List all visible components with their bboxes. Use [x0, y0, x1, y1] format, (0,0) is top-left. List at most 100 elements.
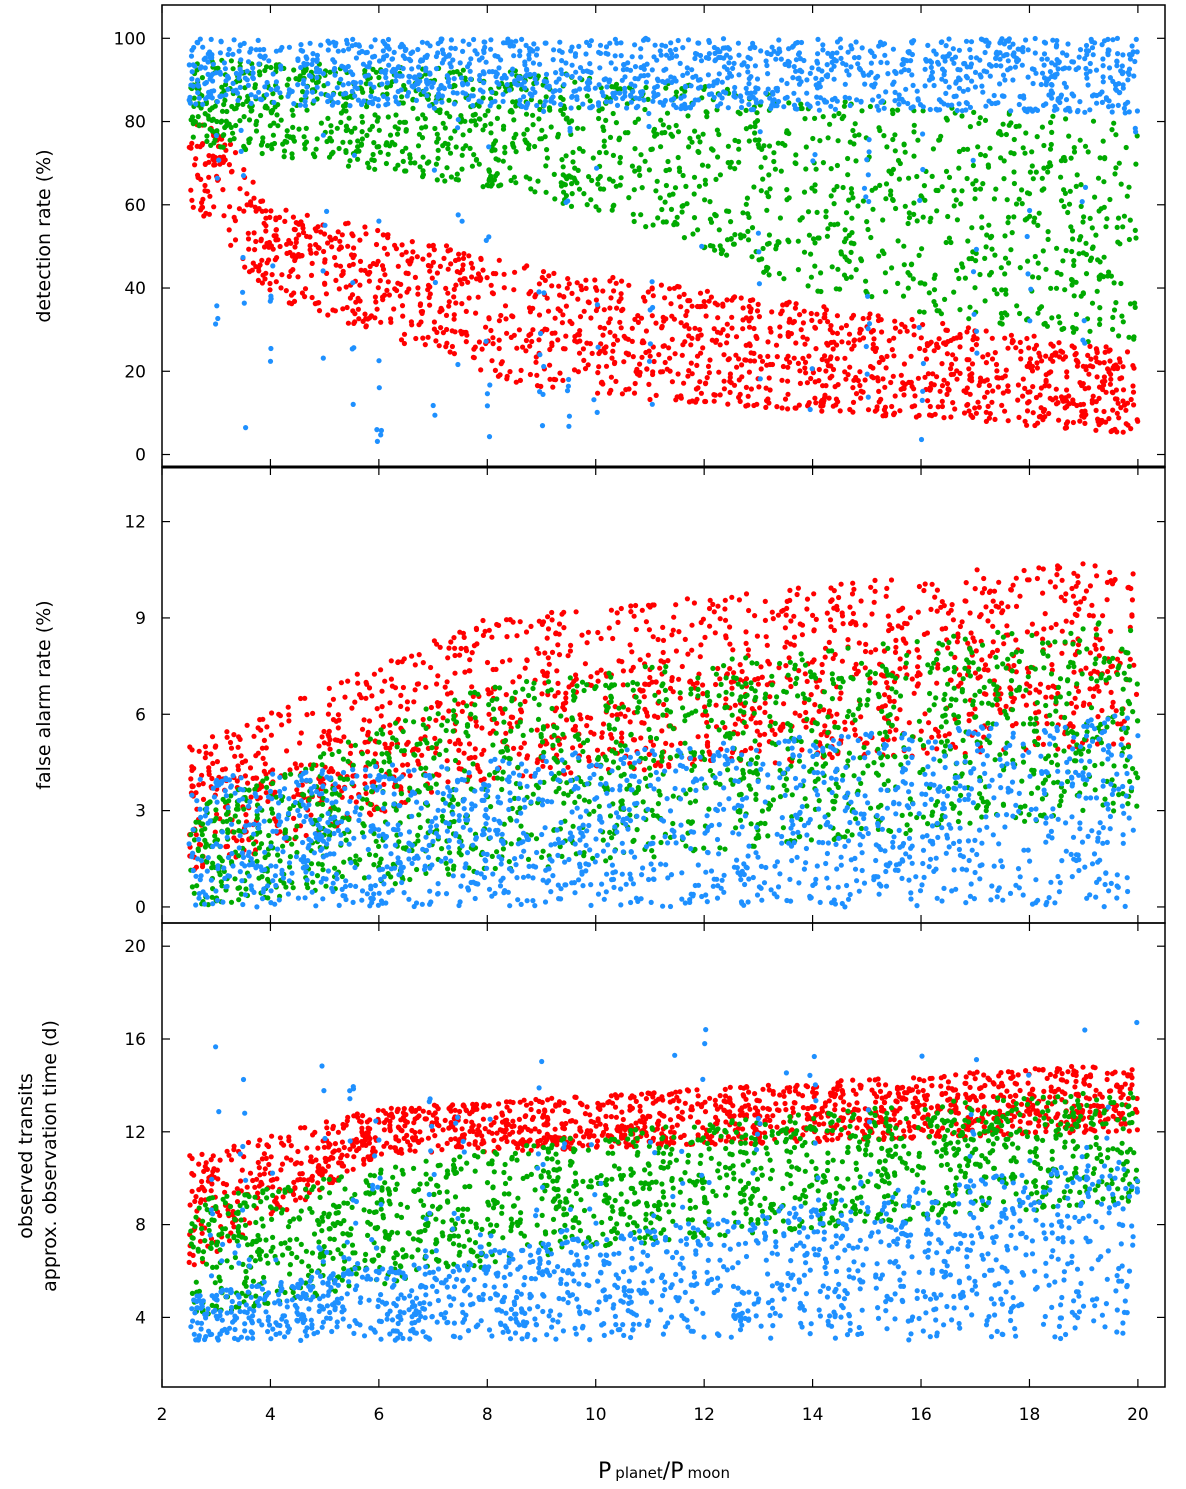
- data-point: [804, 678, 810, 685]
- data-point: [920, 104, 926, 110]
- data-point: [603, 76, 609, 82]
- data-point: [591, 397, 597, 403]
- data-point: [695, 134, 702, 140]
- data-point: [1110, 314, 1116, 320]
- data-point: [622, 130, 629, 136]
- data-point: [375, 103, 381, 109]
- data-point: [512, 78, 518, 84]
- data-point: [417, 72, 423, 78]
- data-point: [1010, 41, 1016, 47]
- data-point: [954, 376, 960, 382]
- data-point: [941, 415, 947, 421]
- data-point: [1101, 360, 1107, 366]
- data-point: [631, 187, 637, 193]
- data-point: [397, 119, 403, 125]
- data-point: [873, 75, 879, 81]
- data-point: [751, 402, 757, 409]
- data-point: [911, 386, 917, 392]
- data-point: [264, 92, 270, 98]
- data-point: [459, 80, 466, 86]
- data-point: [638, 46, 644, 52]
- data-point: [575, 332, 581, 338]
- data-point: [922, 83, 928, 89]
- data-point: [384, 84, 390, 90]
- data-point: [202, 81, 208, 87]
- data-point: [279, 722, 285, 728]
- data-point: [451, 316, 457, 322]
- data-point: [705, 163, 711, 169]
- data-point: [1042, 383, 1048, 389]
- data-point: [1080, 401, 1087, 407]
- data-point: [802, 341, 808, 347]
- data-point: [608, 60, 614, 66]
- data-point: [210, 61, 216, 67]
- data-point: [1066, 133, 1072, 139]
- data-point: [1127, 56, 1133, 62]
- data-point: [551, 171, 557, 177]
- data-point: [975, 399, 981, 405]
- data-point: [830, 346, 836, 352]
- data-point: [225, 75, 232, 81]
- data-point: [435, 155, 441, 161]
- data-point: [475, 294, 481, 300]
- data-point: [633, 626, 639, 633]
- data-point: [441, 85, 447, 91]
- data-point: [631, 218, 637, 225]
- data-point: [673, 89, 680, 95]
- data-point: [803, 370, 809, 376]
- data-point: [858, 598, 864, 604]
- data-point: [430, 80, 436, 86]
- data-point: [653, 188, 659, 194]
- data-point: [341, 64, 347, 70]
- data-point: [865, 394, 871, 400]
- data-point: [302, 62, 308, 68]
- data-point: [751, 184, 757, 190]
- data-point: [488, 121, 494, 127]
- data-point: [815, 36, 821, 43]
- data-point: [391, 306, 397, 312]
- data-point: [314, 136, 320, 142]
- data-point: [1093, 232, 1099, 238]
- data-point: [460, 255, 467, 261]
- data-point: [1135, 418, 1141, 424]
- data-point: [834, 711, 840, 717]
- data-point: [431, 167, 437, 173]
- data-point: [743, 315, 750, 321]
- data-point: [673, 53, 680, 59]
- data-point: [451, 76, 457, 82]
- data-point: [307, 243, 313, 249]
- data-point: [982, 117, 989, 123]
- data-point: [244, 191, 250, 197]
- data-point: [980, 181, 986, 187]
- data-point: [848, 186, 855, 192]
- data-point: [1039, 358, 1045, 364]
- data-point: [401, 340, 407, 347]
- data-point: [870, 365, 876, 371]
- data-point: [727, 389, 733, 395]
- data-point: [1105, 52, 1111, 58]
- data-point: [825, 226, 831, 232]
- data-point: [966, 316, 972, 322]
- data-point: [706, 37, 712, 44]
- data-point: [442, 140, 448, 146]
- data-point: [1038, 81, 1044, 88]
- data-point: [576, 350, 583, 356]
- data-point: [500, 91, 506, 97]
- data-point: [448, 174, 454, 180]
- data-point: [672, 185, 679, 191]
- data-point: [565, 764, 571, 770]
- data-point: [1048, 119, 1054, 126]
- data-point: [1002, 255, 1009, 261]
- data-point: [1062, 425, 1068, 431]
- data-point: [951, 289, 957, 295]
- data-point: [1044, 56, 1050, 62]
- data-point: [270, 263, 276, 269]
- data-point: [1062, 287, 1068, 293]
- data-point: [1004, 197, 1010, 203]
- data-point: [237, 118, 243, 124]
- data-point: [291, 290, 297, 296]
- data-point: [1095, 419, 1101, 425]
- data-point: [870, 97, 876, 103]
- data-point: [228, 169, 235, 175]
- data-point: [791, 90, 797, 96]
